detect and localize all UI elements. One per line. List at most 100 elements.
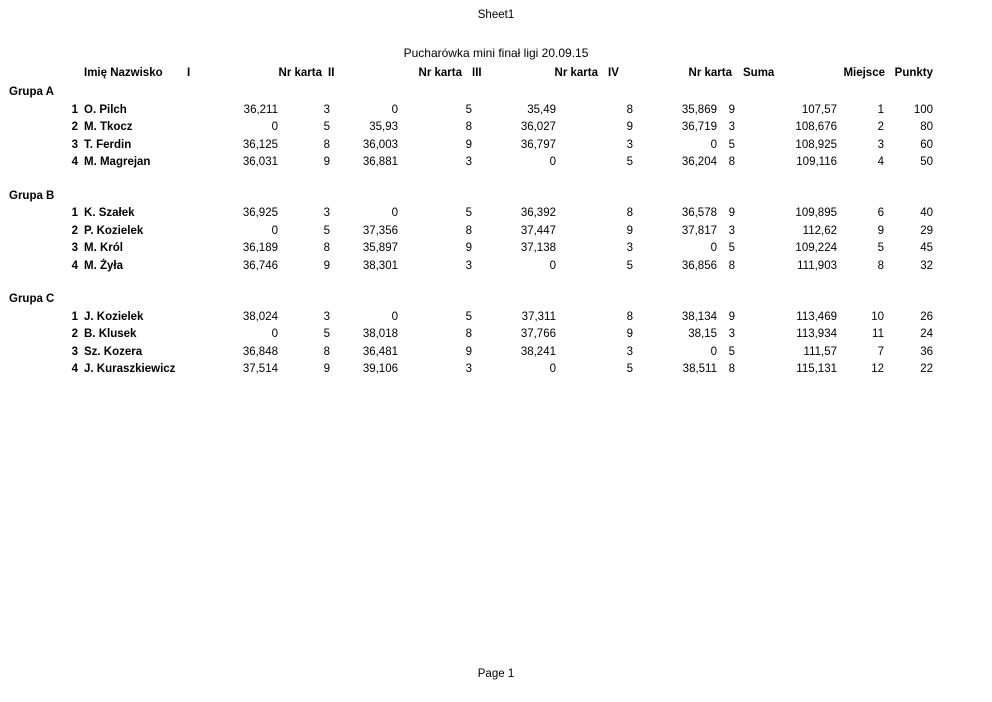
- group-label: Grupa A: [9, 86, 54, 98]
- punkty-points: 100: [913, 103, 933, 116]
- row-number: 1: [71, 103, 78, 116]
- table-row: 2 B. Klusek 0 5 38,018 8 37,766 9 38,15 3 113,934 1…: [0, 326, 992, 344]
- nr-karta-2: 9: [465, 345, 472, 358]
- suma-total: 112,62: [802, 224, 837, 237]
- score-round-3: 37,447: [520, 224, 556, 237]
- score-round-2: 36,481: [362, 345, 398, 358]
- player-name: M. Żyła: [84, 259, 123, 272]
- miejsce-place: 3: [877, 138, 884, 151]
- score-round-2: 35,897: [362, 242, 398, 254]
- nr-karta-4: 9: [728, 310, 735, 323]
- header-nr-karta-1: Nr karta: [278, 67, 322, 79]
- header-round-4: IV: [608, 67, 619, 79]
- group-section: Grupa A 1 O. Pilch 36,211 3 0 5 35,49 8 35,869 9 10…: [0, 84, 992, 172]
- miejsce-place: 6: [877, 207, 884, 219]
- suma-total: 113,934: [796, 328, 837, 340]
- nr-karta-3: 9: [626, 328, 633, 340]
- nr-karta-3: 9: [626, 121, 633, 133]
- nr-karta-2: 3: [465, 363, 472, 375]
- score-round-1: 36,125: [242, 138, 278, 151]
- miejsce-place: 10: [871, 310, 884, 323]
- row-number: 1: [71, 310, 78, 323]
- suma-total: 111,57: [803, 345, 837, 358]
- table-row: 4 J. Kuraszkiewicz 37,514 9 39,106 3 0 5 38,511 8…: [0, 361, 992, 379]
- nr-karta-4: 8: [728, 156, 735, 168]
- group-label: Grupa C: [9, 293, 55, 305]
- nr-karta-4: 9: [728, 207, 735, 219]
- table-row: 3 T. Ferdin 36,125 8 36,003 9 36,797 3 0 5 108,925…: [0, 137, 992, 155]
- punkty-points: 24: [920, 328, 933, 340]
- nr-karta-2: 8: [465, 328, 472, 340]
- nr-karta-3: 5: [626, 156, 633, 168]
- nr-karta-3: 3: [626, 138, 633, 151]
- score-round-2: 0: [391, 103, 398, 116]
- sheet-name: Sheet1: [477, 9, 515, 21]
- suma-total: 109,116: [796, 156, 837, 168]
- score-round-4: 36,204: [681, 156, 717, 168]
- nr-karta-4: 3: [728, 328, 735, 340]
- miejsce-place: 9: [877, 224, 884, 237]
- score-round-2: 36,881: [362, 156, 398, 168]
- nr-karta-2: 3: [465, 259, 472, 272]
- score-round-4: 35,869: [681, 103, 717, 116]
- score-round-4: 38,511: [682, 363, 717, 375]
- score-round-2: 39,106: [362, 363, 398, 375]
- miejsce-place: 7: [877, 345, 884, 358]
- row-number: 1: [71, 207, 78, 219]
- nr-karta-2: 5: [465, 207, 472, 219]
- group-label: Grupa B: [9, 189, 55, 202]
- row-number: 4: [71, 363, 78, 375]
- header-round-1: I: [187, 67, 191, 79]
- row-number: 3: [71, 242, 78, 254]
- page-number: Page 1: [477, 668, 515, 680]
- punkty-points: 40: [920, 207, 933, 219]
- score-round-3: 36,027: [520, 121, 556, 133]
- table-row: 4 M. Magrejan 36,031 9 36,881 3 0 5 36,204 8 109,1…: [0, 154, 992, 172]
- score-round-4: 38,134: [681, 310, 717, 323]
- suma-total: 108,676: [795, 121, 837, 133]
- score-round-3: 37,766: [520, 328, 556, 340]
- table-row: 3 M. Król 36,189 8 35,897 9 37,138 3 0 5 109,224 5 4…: [0, 240, 992, 258]
- table-header-row: Imię Nazwisko I Nr karta II Nr karta III…: [0, 65, 992, 82]
- table-row: 1 O. Pilch 36,211 3 0 5 35,49 8 35,869 9 107,57 1 10…: [0, 102, 992, 120]
- score-round-3: 36,797: [520, 138, 556, 151]
- results-table: Grupa A 1 O. Pilch 36,211 3 0 5 35,49 8 35,869 9 10…: [0, 84, 992, 379]
- header-miejsce: Miejsce: [843, 67, 885, 79]
- player-name: O. Pilch: [84, 103, 127, 116]
- punkty-points: 29: [920, 224, 933, 237]
- score-round-3: 37,311: [521, 310, 556, 323]
- nr-karta-1: 3: [323, 310, 330, 323]
- miejsce-place: 12: [871, 363, 884, 375]
- nr-karta-3: 3: [626, 345, 633, 358]
- nr-karta-4: 5: [728, 242, 735, 254]
- player-name: J. Kuraszkiewicz: [84, 363, 176, 375]
- score-round-1: 36,031: [242, 156, 278, 168]
- punkty-points: 22: [920, 363, 933, 375]
- punkty-points: 32: [920, 259, 933, 272]
- score-round-4: 0: [710, 138, 717, 151]
- miejsce-place: 2: [877, 121, 884, 133]
- miejsce-place: 4: [877, 156, 884, 168]
- nr-karta-4: 9: [728, 103, 735, 116]
- nr-karta-2: 3: [465, 156, 472, 168]
- player-name: K. Szałek: [84, 207, 135, 219]
- score-round-2: 36,003: [362, 138, 398, 151]
- nr-karta-2: 5: [465, 103, 472, 116]
- nr-karta-4: 5: [728, 138, 735, 151]
- score-round-3: 38,241: [520, 345, 556, 358]
- player-name: M. Tkocz: [84, 121, 133, 133]
- nr-karta-4: 3: [728, 224, 735, 237]
- miejsce-place: 5: [877, 242, 884, 254]
- group-section: Grupa C 1 J. Kozielek 38,024 3 0 5 37,311 8 38,13…: [0, 291, 992, 379]
- suma-total: 113,469: [796, 310, 837, 323]
- nr-karta-2: 8: [465, 224, 472, 237]
- nr-karta-3: 5: [626, 259, 633, 272]
- row-number: 2: [71, 224, 78, 237]
- nr-karta-3: 3: [626, 242, 633, 254]
- header-suma: Suma: [743, 67, 775, 79]
- score-round-2: 0: [391, 207, 398, 219]
- nr-karta-1: 3: [323, 103, 330, 116]
- score-round-4: 36,719: [681, 121, 717, 133]
- document-title: Pucharówka mini finał ligi 20.09.15: [403, 46, 589, 60]
